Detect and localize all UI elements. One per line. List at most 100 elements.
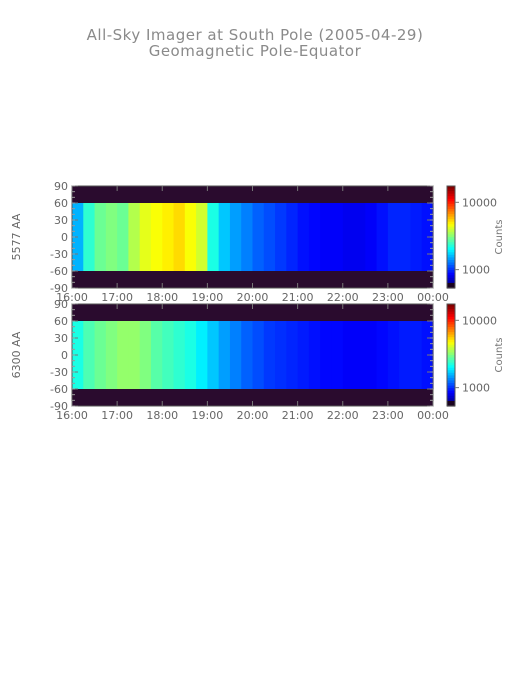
colorbar-segment bbox=[447, 198, 455, 202]
colorbar-segment bbox=[447, 237, 455, 241]
colorbar-segment bbox=[447, 275, 455, 279]
colorbar-segment bbox=[447, 337, 455, 341]
y-tick-label: -90 bbox=[50, 282, 68, 295]
colorbar-segment bbox=[447, 319, 455, 323]
heatmap-cell bbox=[173, 203, 186, 271]
colorbar-segment bbox=[447, 316, 455, 320]
colorbar-segment bbox=[447, 285, 455, 289]
heatmap-cell bbox=[297, 321, 310, 389]
heatmap-cell bbox=[229, 203, 242, 271]
colorbar-segment bbox=[447, 347, 455, 351]
colorbar-segment bbox=[447, 193, 455, 197]
colorbar-segment bbox=[447, 370, 455, 374]
y-tick-label: -90 bbox=[50, 400, 68, 413]
colorbar-segment bbox=[447, 229, 455, 233]
heatmap-cell bbox=[83, 321, 96, 389]
colorbar-segment bbox=[447, 267, 455, 271]
heatmap-cell bbox=[94, 203, 107, 271]
heatmap-cell bbox=[150, 203, 163, 271]
colorbar-segment bbox=[447, 244, 455, 248]
heatmap-cell bbox=[286, 203, 299, 271]
colorbar-segment bbox=[447, 191, 455, 195]
colorbar-segment bbox=[447, 201, 455, 205]
colorbar-segment bbox=[447, 329, 455, 333]
heatmap-cell bbox=[308, 321, 321, 389]
y-tick-label: 0 bbox=[61, 349, 68, 362]
heatmap-cell bbox=[320, 321, 333, 389]
heatmap-cell bbox=[387, 321, 400, 389]
heatmap-cell bbox=[286, 321, 299, 389]
heatmap-cell bbox=[365, 321, 378, 389]
colorbar-segment bbox=[447, 239, 455, 243]
heatmap-cell bbox=[83, 203, 96, 271]
x-tick-label: 23:00 bbox=[372, 291, 404, 302]
colorbar-label: Counts bbox=[494, 220, 505, 255]
heatmap-cell bbox=[117, 203, 130, 271]
colorbar-segment bbox=[447, 362, 455, 366]
colorbar-segment bbox=[447, 360, 455, 364]
heatmap-cell bbox=[252, 321, 265, 389]
colorbar-segment bbox=[447, 314, 455, 318]
x-tick-label: 18:00 bbox=[146, 291, 178, 302]
heatmap-cell bbox=[354, 203, 366, 271]
x-tick-label: 00:00 bbox=[417, 291, 449, 302]
y-axis-label: 6300 AA bbox=[10, 331, 23, 378]
colorbar-segment bbox=[447, 196, 455, 200]
colorbar-segment bbox=[447, 326, 455, 331]
colorbar-segment bbox=[447, 393, 455, 397]
colorbar-tick-label: 10000 bbox=[462, 196, 497, 209]
colorbar-segment bbox=[447, 339, 455, 343]
colorbar-segment bbox=[447, 309, 455, 313]
x-tick-label: 20:00 bbox=[237, 409, 269, 420]
colorbar-segment bbox=[447, 249, 455, 253]
colorbar-segment bbox=[447, 304, 455, 308]
y-axis-label: 5577 AA bbox=[10, 213, 23, 260]
colorbar-segment bbox=[447, 259, 455, 264]
y-tick-label: 60 bbox=[54, 315, 68, 328]
colorbar-segment bbox=[447, 383, 455, 387]
y-tick-label: -60 bbox=[50, 383, 68, 396]
colorbar-segment bbox=[447, 231, 455, 236]
y-tick-label: 90 bbox=[54, 182, 68, 193]
colorbar-tick-label: 1000 bbox=[462, 264, 490, 277]
x-tick-label: 22:00 bbox=[327, 409, 359, 420]
heatmap-cell bbox=[241, 321, 254, 389]
heatmap-cell bbox=[128, 321, 141, 389]
x-tick-label: 19:00 bbox=[192, 291, 224, 302]
colorbar-segment bbox=[447, 372, 455, 376]
heatmap-cell bbox=[275, 203, 287, 271]
heatmap-cell bbox=[331, 321, 344, 389]
heatmap-cell bbox=[399, 203, 412, 271]
x-tick-label: 23:00 bbox=[372, 409, 404, 420]
chart-title: All-Sky Imager at South Pole (2005-04-29… bbox=[86, 26, 424, 44]
colorbar-segment bbox=[447, 206, 455, 210]
heatmap-cell bbox=[410, 203, 423, 271]
x-tick-label: 19:00 bbox=[192, 409, 224, 420]
colorbar-segment bbox=[447, 342, 455, 346]
heatmap-cell bbox=[184, 321, 197, 389]
heatmap-cell bbox=[105, 203, 118, 271]
x-tick-label: 18:00 bbox=[146, 409, 178, 420]
x-tick-label: 00:00 bbox=[417, 409, 449, 420]
colorbar-segment bbox=[447, 216, 455, 220]
heatmap-cell bbox=[354, 321, 366, 389]
y-tick-label: 60 bbox=[54, 197, 68, 210]
colorbar-tick-label: 1000 bbox=[462, 382, 490, 395]
heatmap-cell bbox=[162, 321, 175, 389]
heatmap-cell bbox=[207, 321, 220, 389]
heatmap-cell bbox=[218, 321, 231, 389]
heatmap-cell bbox=[387, 203, 400, 271]
colorbar-segment bbox=[447, 226, 455, 230]
x-tick-label: 16:00 bbox=[56, 409, 88, 420]
colorbar-segment bbox=[447, 270, 455, 274]
heatmap-cell bbox=[139, 321, 152, 389]
heatmap-cell bbox=[320, 203, 333, 271]
colorbar-segment bbox=[447, 219, 455, 223]
heatmap-cell bbox=[308, 203, 321, 271]
heatmap-cell bbox=[162, 203, 175, 271]
colorbar-segment bbox=[447, 214, 455, 218]
heatmap-cell bbox=[297, 203, 310, 271]
colorbar-segment bbox=[447, 224, 455, 228]
heatmap-cell bbox=[331, 203, 344, 271]
y-tick-label: -30 bbox=[50, 248, 68, 261]
